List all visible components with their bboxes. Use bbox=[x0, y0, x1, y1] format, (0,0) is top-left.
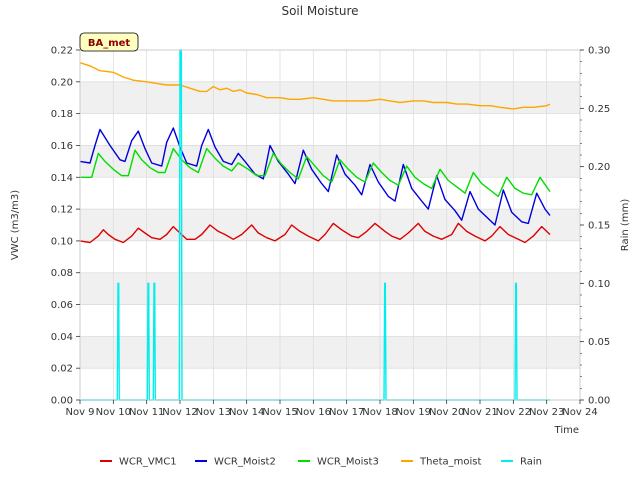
y-tick-label: 0.22 bbox=[51, 46, 73, 57]
series-line-theta-moist bbox=[79, 62, 551, 110]
y-tick-label: 0.10 bbox=[51, 236, 73, 247]
series-line-wcr-vmc1 bbox=[79, 222, 551, 244]
y2-tick-label: 0.30 bbox=[588, 46, 610, 57]
y-tick-label: 0.02 bbox=[51, 364, 73, 375]
y-axis-label: VWC (m3/m3) bbox=[10, 190, 21, 260]
y-tick-label: 0.16 bbox=[51, 141, 73, 152]
y2-axis-label: Rain (mm) bbox=[620, 199, 631, 252]
y-tick-label: 0.20 bbox=[51, 77, 73, 88]
series-line-wcr-moist2 bbox=[79, 127, 551, 226]
series-line-wcr-moist3 bbox=[80, 147, 551, 198]
x-tick-label: Nov 21 bbox=[462, 407, 497, 418]
background-band bbox=[80, 336, 580, 369]
site-label: BA_met bbox=[88, 38, 131, 49]
x-tick-label: Nov 20 bbox=[429, 407, 464, 418]
y2-tick-label: 0.25 bbox=[588, 104, 610, 115]
legend-label: WCR_Moist2 bbox=[214, 457, 276, 468]
legend-label: WCR_VMC1 bbox=[119, 457, 177, 468]
legend-label: Theta_moist bbox=[419, 457, 481, 468]
x-axis-label: Time bbox=[554, 425, 579, 436]
x-tick-label: Nov 14 bbox=[229, 407, 264, 418]
y-axis-ticks: 0.00 0.02 0.04 0.06 0.08 0.10 0.12 0.14 0.16 0.18… bbox=[51, 46, 80, 407]
y-tick-label: 0.08 bbox=[51, 268, 73, 279]
x-tick-label: Nov 10 bbox=[96, 407, 131, 418]
y-tick-label: 0.00 bbox=[51, 396, 73, 407]
site-label-box: BA_met bbox=[79, 32, 139, 52]
y-tick-label: 0.06 bbox=[51, 300, 73, 311]
y2-tick-label: 0.05 bbox=[588, 337, 610, 348]
x-tick-label: Nov 23 bbox=[529, 407, 564, 418]
background-band bbox=[80, 145, 580, 178]
x-tick-label: Nov 18 bbox=[362, 407, 397, 418]
x-tick-label: Nov 17 bbox=[329, 407, 364, 418]
x-tick-label: Nov 19 bbox=[396, 407, 431, 418]
background-band bbox=[80, 209, 580, 241]
x-tick-label: Nov 24 bbox=[562, 407, 597, 418]
x-tick-label: Nov 13 bbox=[196, 407, 231, 418]
x-tick-label: Nov 9 bbox=[65, 407, 94, 418]
background-band bbox=[80, 81, 580, 114]
x-tick-label: Nov 12 bbox=[162, 407, 197, 418]
x-tick-label: Nov 16 bbox=[296, 407, 331, 418]
y2-tick-label: 0.15 bbox=[588, 221, 610, 232]
legend: WCR_VMC1 WCR_Moist2 WCR_Moist3 Theta_moist R… bbox=[100, 457, 542, 468]
x-tick-label: Nov 22 bbox=[496, 407, 531, 418]
y2-tick-label: 0.00 bbox=[588, 396, 610, 407]
y2-tick-label: 0.20 bbox=[588, 162, 610, 173]
y-tick-label: 0.04 bbox=[51, 332, 73, 343]
y-tick-label: 0.18 bbox=[51, 109, 73, 120]
y-tick-label: 0.14 bbox=[51, 173, 73, 184]
y2-axis-ticks: 0.00 0.05 0.10 0.15 0.20 0.25 0.30 bbox=[580, 46, 610, 407]
x-tick-label: Nov 15 bbox=[262, 407, 297, 418]
legend-label: Rain bbox=[520, 457, 542, 468]
y2-tick-label: 0.10 bbox=[588, 279, 610, 290]
legend-label: WCR_Moist3 bbox=[317, 457, 379, 468]
background-band bbox=[80, 272, 580, 305]
x-tick-label: Nov 11 bbox=[129, 407, 164, 418]
chart-title: Soil Moisture bbox=[281, 4, 358, 18]
y-tick-label: 0.12 bbox=[51, 205, 73, 216]
